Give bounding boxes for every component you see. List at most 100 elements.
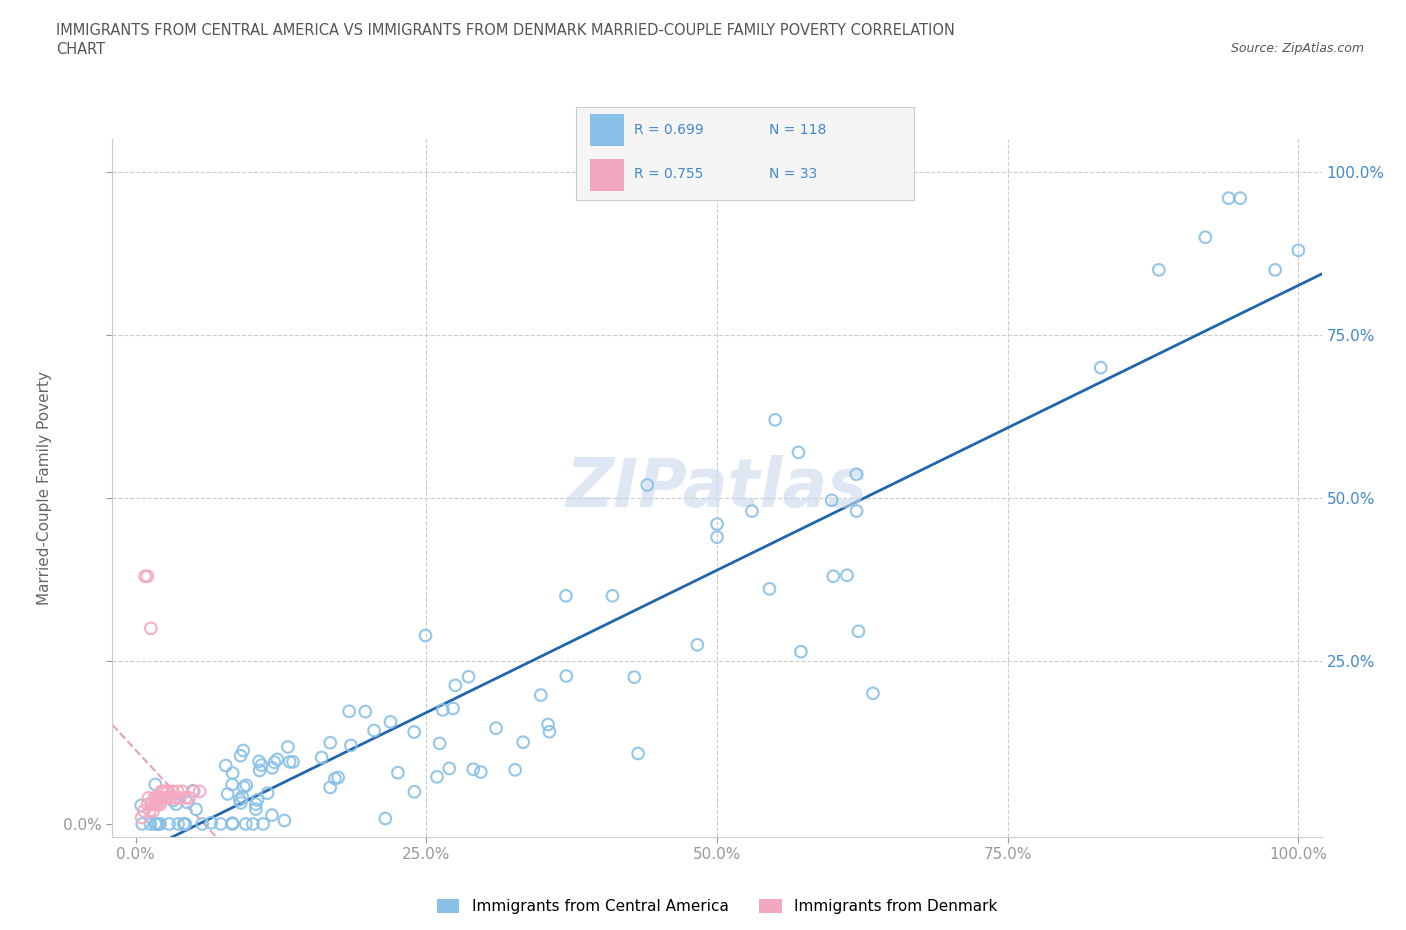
Point [146,797,169,812]
Point [139,621,162,636]
Point [232,779,254,794]
Point [512,735,534,750]
Point [439,761,461,776]
Point [166,784,188,799]
Point [1147,262,1170,277]
Point [278,754,301,769]
Point [157,784,180,799]
Bar [591,159,624,191]
Point [145,817,167,831]
Point [221,817,243,831]
Point [706,530,728,545]
Point [457,670,479,684]
Point [149,817,172,831]
Text: N = 33: N = 33 [769,166,817,181]
Point [183,784,205,799]
Point [134,569,156,584]
Point [263,755,285,770]
Point [179,790,201,805]
Point [862,686,884,701]
Point [262,761,284,776]
Point [162,793,184,808]
Point [404,784,426,799]
Point [231,790,253,804]
Point [162,784,184,799]
Point [790,644,813,659]
Point [138,790,160,805]
Point [823,569,845,584]
Point [242,817,264,831]
Point [165,790,187,805]
Point [686,637,709,652]
Point [415,628,437,643]
Point [266,752,288,767]
Point [245,797,267,812]
Point [326,770,349,785]
Point [323,771,346,786]
Point [787,445,810,459]
Point [741,504,763,519]
Point [247,754,270,769]
Point [235,777,257,792]
Point [1264,262,1286,277]
Point [441,701,464,716]
Point [636,477,658,492]
Text: R = 0.699: R = 0.699 [634,123,703,138]
Point [432,702,454,717]
Point [249,763,271,777]
Point [503,763,526,777]
Point [485,721,508,736]
Point [470,764,492,779]
Point [159,790,181,805]
Point [148,793,170,808]
Point [311,750,333,764]
Y-axis label: Married-Couple Family Poverty: Married-Couple Family Poverty [37,371,52,605]
Point [845,467,868,482]
Point [152,790,174,805]
Point [404,724,426,739]
Point [380,714,402,729]
Point [1218,191,1240,206]
Point [763,412,786,427]
Point [138,804,160,818]
Point [1090,360,1112,375]
Point [246,792,269,807]
Point [148,817,170,831]
Point [232,743,254,758]
Point [252,817,274,831]
Point [145,790,167,805]
Point [1229,191,1251,206]
Point [758,581,780,596]
Point [142,804,165,818]
Point [319,780,342,795]
Point [188,784,211,799]
Point [169,790,191,805]
Point [155,784,177,799]
Point [174,790,197,805]
Point [176,795,198,810]
Point [149,797,172,812]
Point [173,817,195,831]
Point [200,816,222,830]
Point [165,797,187,812]
Point [530,687,553,702]
Point [554,589,576,604]
Point [444,678,467,693]
Text: CHART: CHART [56,42,105,57]
Point [143,777,166,791]
Point [337,704,360,719]
Point [602,589,624,604]
Point [537,717,560,732]
Point [221,777,243,792]
Point [623,670,645,684]
Text: ZIPatlas: ZIPatlas [567,456,868,521]
Point [1194,230,1216,245]
Point [217,787,239,802]
Point [229,795,252,810]
Point [221,765,243,780]
Point [191,817,214,831]
Point [374,811,396,826]
Point [173,817,195,831]
Point [184,802,207,817]
Point [835,568,858,583]
